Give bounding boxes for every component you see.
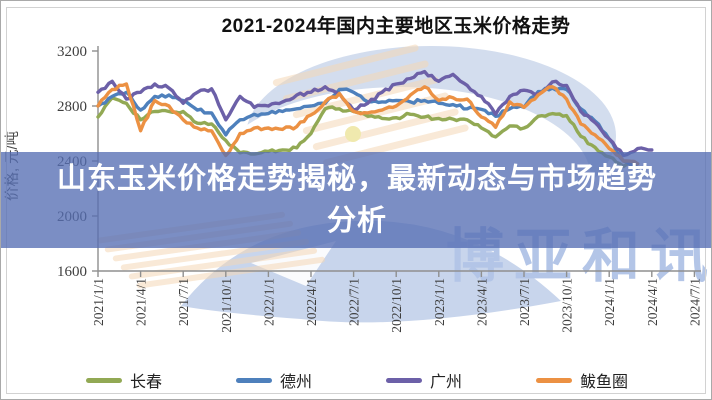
chart-title: 2021-2024年国内主要地区玉米价格走势 bbox=[221, 16, 571, 37]
headline-line-1: 山东玉米价格走势揭秘，最新动态与市场趋势 bbox=[56, 163, 657, 195]
x-tick-label: 2022/7/1 bbox=[347, 278, 362, 326]
x-tick-label: 2022/1/1 bbox=[261, 278, 276, 326]
x-tick-label: 2023/4/1 bbox=[474, 278, 489, 326]
legend-line-swatch bbox=[235, 377, 272, 383]
legend-item-德州: 德州 bbox=[235, 368, 312, 392]
x-tick-label: 2021/4/1 bbox=[134, 278, 149, 326]
series-line-鲅鱼圈 bbox=[96, 82, 640, 166]
series-line-广州 bbox=[96, 69, 654, 158]
legend-item-广州: 广州 bbox=[386, 368, 462, 392]
headline-banner-overlay: 山东玉米价格走势揭秘，最新动态与市场趋势 分析 bbox=[1, 152, 711, 248]
legend-label: 长春 bbox=[129, 374, 162, 391]
x-tick-label: 2022/10/1 bbox=[389, 278, 404, 333]
chart-legend: 长春 德州 广州 鲅鱼圈 bbox=[1, 365, 711, 395]
legend-item-鲅鱼圈: 鲅鱼圈 bbox=[536, 368, 628, 392]
legend-line-swatch bbox=[85, 377, 122, 383]
x-tick-label: 2021/7/1 bbox=[176, 278, 191, 326]
x-tick-label: 2023/10/1 bbox=[560, 278, 575, 333]
legend-label: 广州 bbox=[430, 374, 463, 391]
x-tick-label: 2023/7/1 bbox=[517, 278, 532, 326]
x-tick-label: 2021/10/1 bbox=[219, 278, 234, 333]
y-tick-label: 3200 bbox=[57, 44, 87, 60]
x-tick-label: 2022/4/1 bbox=[304, 278, 319, 326]
legend-line-swatch bbox=[536, 377, 573, 383]
headline-line-2: 分析 bbox=[326, 205, 387, 237]
legend-label: 德州 bbox=[279, 374, 312, 391]
x-tick-label: 2024/4/1 bbox=[645, 278, 660, 326]
x-tick-label: 2021/1/1 bbox=[91, 278, 106, 326]
x-tick-label: 2023/1/1 bbox=[432, 278, 447, 326]
watermark-bird-eye bbox=[345, 126, 361, 142]
legend-label: 鲅鱼圈 bbox=[580, 374, 629, 391]
legend-line-swatch bbox=[386, 377, 422, 383]
y-tick-label: 1600 bbox=[57, 264, 87, 280]
y-tick-label: 2800 bbox=[57, 99, 87, 115]
x-tick-label: 2024/1/1 bbox=[602, 278, 617, 326]
legend-item-长春: 长春 bbox=[85, 368, 162, 392]
x-tick-label: 2024/7/1 bbox=[687, 278, 702, 326]
series-line-长春 bbox=[96, 96, 640, 169]
